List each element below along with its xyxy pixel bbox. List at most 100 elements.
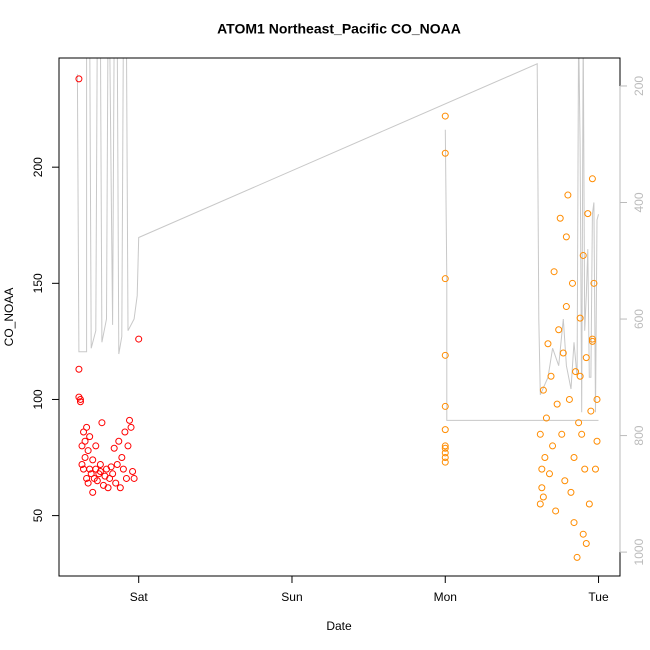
point xyxy=(118,454,126,462)
point xyxy=(441,449,449,457)
point xyxy=(584,210,592,218)
point xyxy=(555,326,563,334)
point xyxy=(89,456,97,464)
point xyxy=(576,314,584,322)
y-axis-label: CO_NOAA xyxy=(2,288,16,347)
point xyxy=(110,444,118,452)
point xyxy=(441,149,449,157)
point xyxy=(582,354,590,362)
point xyxy=(536,430,544,438)
point xyxy=(591,465,599,473)
point xyxy=(585,500,593,508)
point xyxy=(116,484,124,492)
point xyxy=(129,467,137,475)
point xyxy=(84,479,92,487)
point xyxy=(549,442,557,450)
point xyxy=(593,437,601,445)
point xyxy=(441,444,449,452)
point xyxy=(572,368,580,376)
point xyxy=(538,484,546,492)
point xyxy=(84,447,92,455)
x-tick-label: Sat xyxy=(130,590,149,604)
point xyxy=(573,553,581,561)
y-tick-label: 200 xyxy=(31,157,45,177)
point xyxy=(538,465,546,473)
point xyxy=(98,419,106,427)
y2-tick-label: 800 xyxy=(632,425,646,445)
point xyxy=(553,400,561,408)
point xyxy=(579,251,587,259)
x-tick-label: Sun xyxy=(281,590,302,604)
y-tick-label: 50 xyxy=(31,509,45,523)
plot-area xyxy=(75,58,601,561)
point xyxy=(590,279,598,287)
point xyxy=(441,458,449,466)
point xyxy=(122,474,130,482)
point xyxy=(570,454,578,462)
point xyxy=(92,442,100,450)
point xyxy=(539,493,547,501)
y-tick-label: 150 xyxy=(31,273,45,293)
point xyxy=(75,75,83,83)
point xyxy=(93,477,101,485)
point xyxy=(441,442,449,450)
point xyxy=(130,474,138,482)
point xyxy=(581,465,589,473)
point xyxy=(542,414,550,422)
point xyxy=(441,402,449,410)
point xyxy=(570,519,578,527)
point xyxy=(556,214,564,222)
point xyxy=(115,437,123,445)
point xyxy=(536,500,544,508)
point xyxy=(559,349,567,357)
point xyxy=(86,433,94,441)
point xyxy=(113,461,121,469)
point xyxy=(565,395,573,403)
point xyxy=(124,442,132,450)
y-tick-label: 100 xyxy=(31,389,45,409)
y2-tick-label: 1000 xyxy=(632,538,646,565)
point xyxy=(552,507,560,515)
point xyxy=(576,372,584,380)
point xyxy=(561,477,569,485)
point xyxy=(568,279,576,287)
point xyxy=(127,423,135,431)
point xyxy=(89,488,97,496)
point xyxy=(119,465,127,473)
point xyxy=(76,395,84,403)
chart-title: ATOM1 Northeast_Pacific CO_NOAA xyxy=(217,21,461,37)
point xyxy=(587,407,595,415)
point xyxy=(558,430,566,438)
point xyxy=(588,175,596,183)
point xyxy=(126,416,134,424)
point xyxy=(545,470,553,478)
point xyxy=(441,426,449,434)
point xyxy=(112,479,120,487)
point xyxy=(81,437,89,445)
point xyxy=(567,488,575,496)
point xyxy=(579,530,587,538)
point xyxy=(562,233,570,241)
x-axis-label: Date xyxy=(326,619,352,633)
y2-tick-label: 600 xyxy=(632,309,646,329)
point xyxy=(588,337,596,345)
point xyxy=(78,461,86,469)
point xyxy=(109,470,117,478)
point xyxy=(121,428,129,436)
point xyxy=(578,430,586,438)
point xyxy=(81,454,89,462)
point xyxy=(441,454,449,462)
point xyxy=(83,474,91,482)
x-tick-label: Tue xyxy=(588,590,609,604)
point xyxy=(75,365,83,373)
point xyxy=(441,112,449,120)
point xyxy=(588,335,596,343)
point xyxy=(107,463,115,471)
point xyxy=(96,461,104,469)
point xyxy=(76,398,84,406)
point xyxy=(544,340,552,348)
point xyxy=(562,303,570,311)
point xyxy=(593,395,601,403)
